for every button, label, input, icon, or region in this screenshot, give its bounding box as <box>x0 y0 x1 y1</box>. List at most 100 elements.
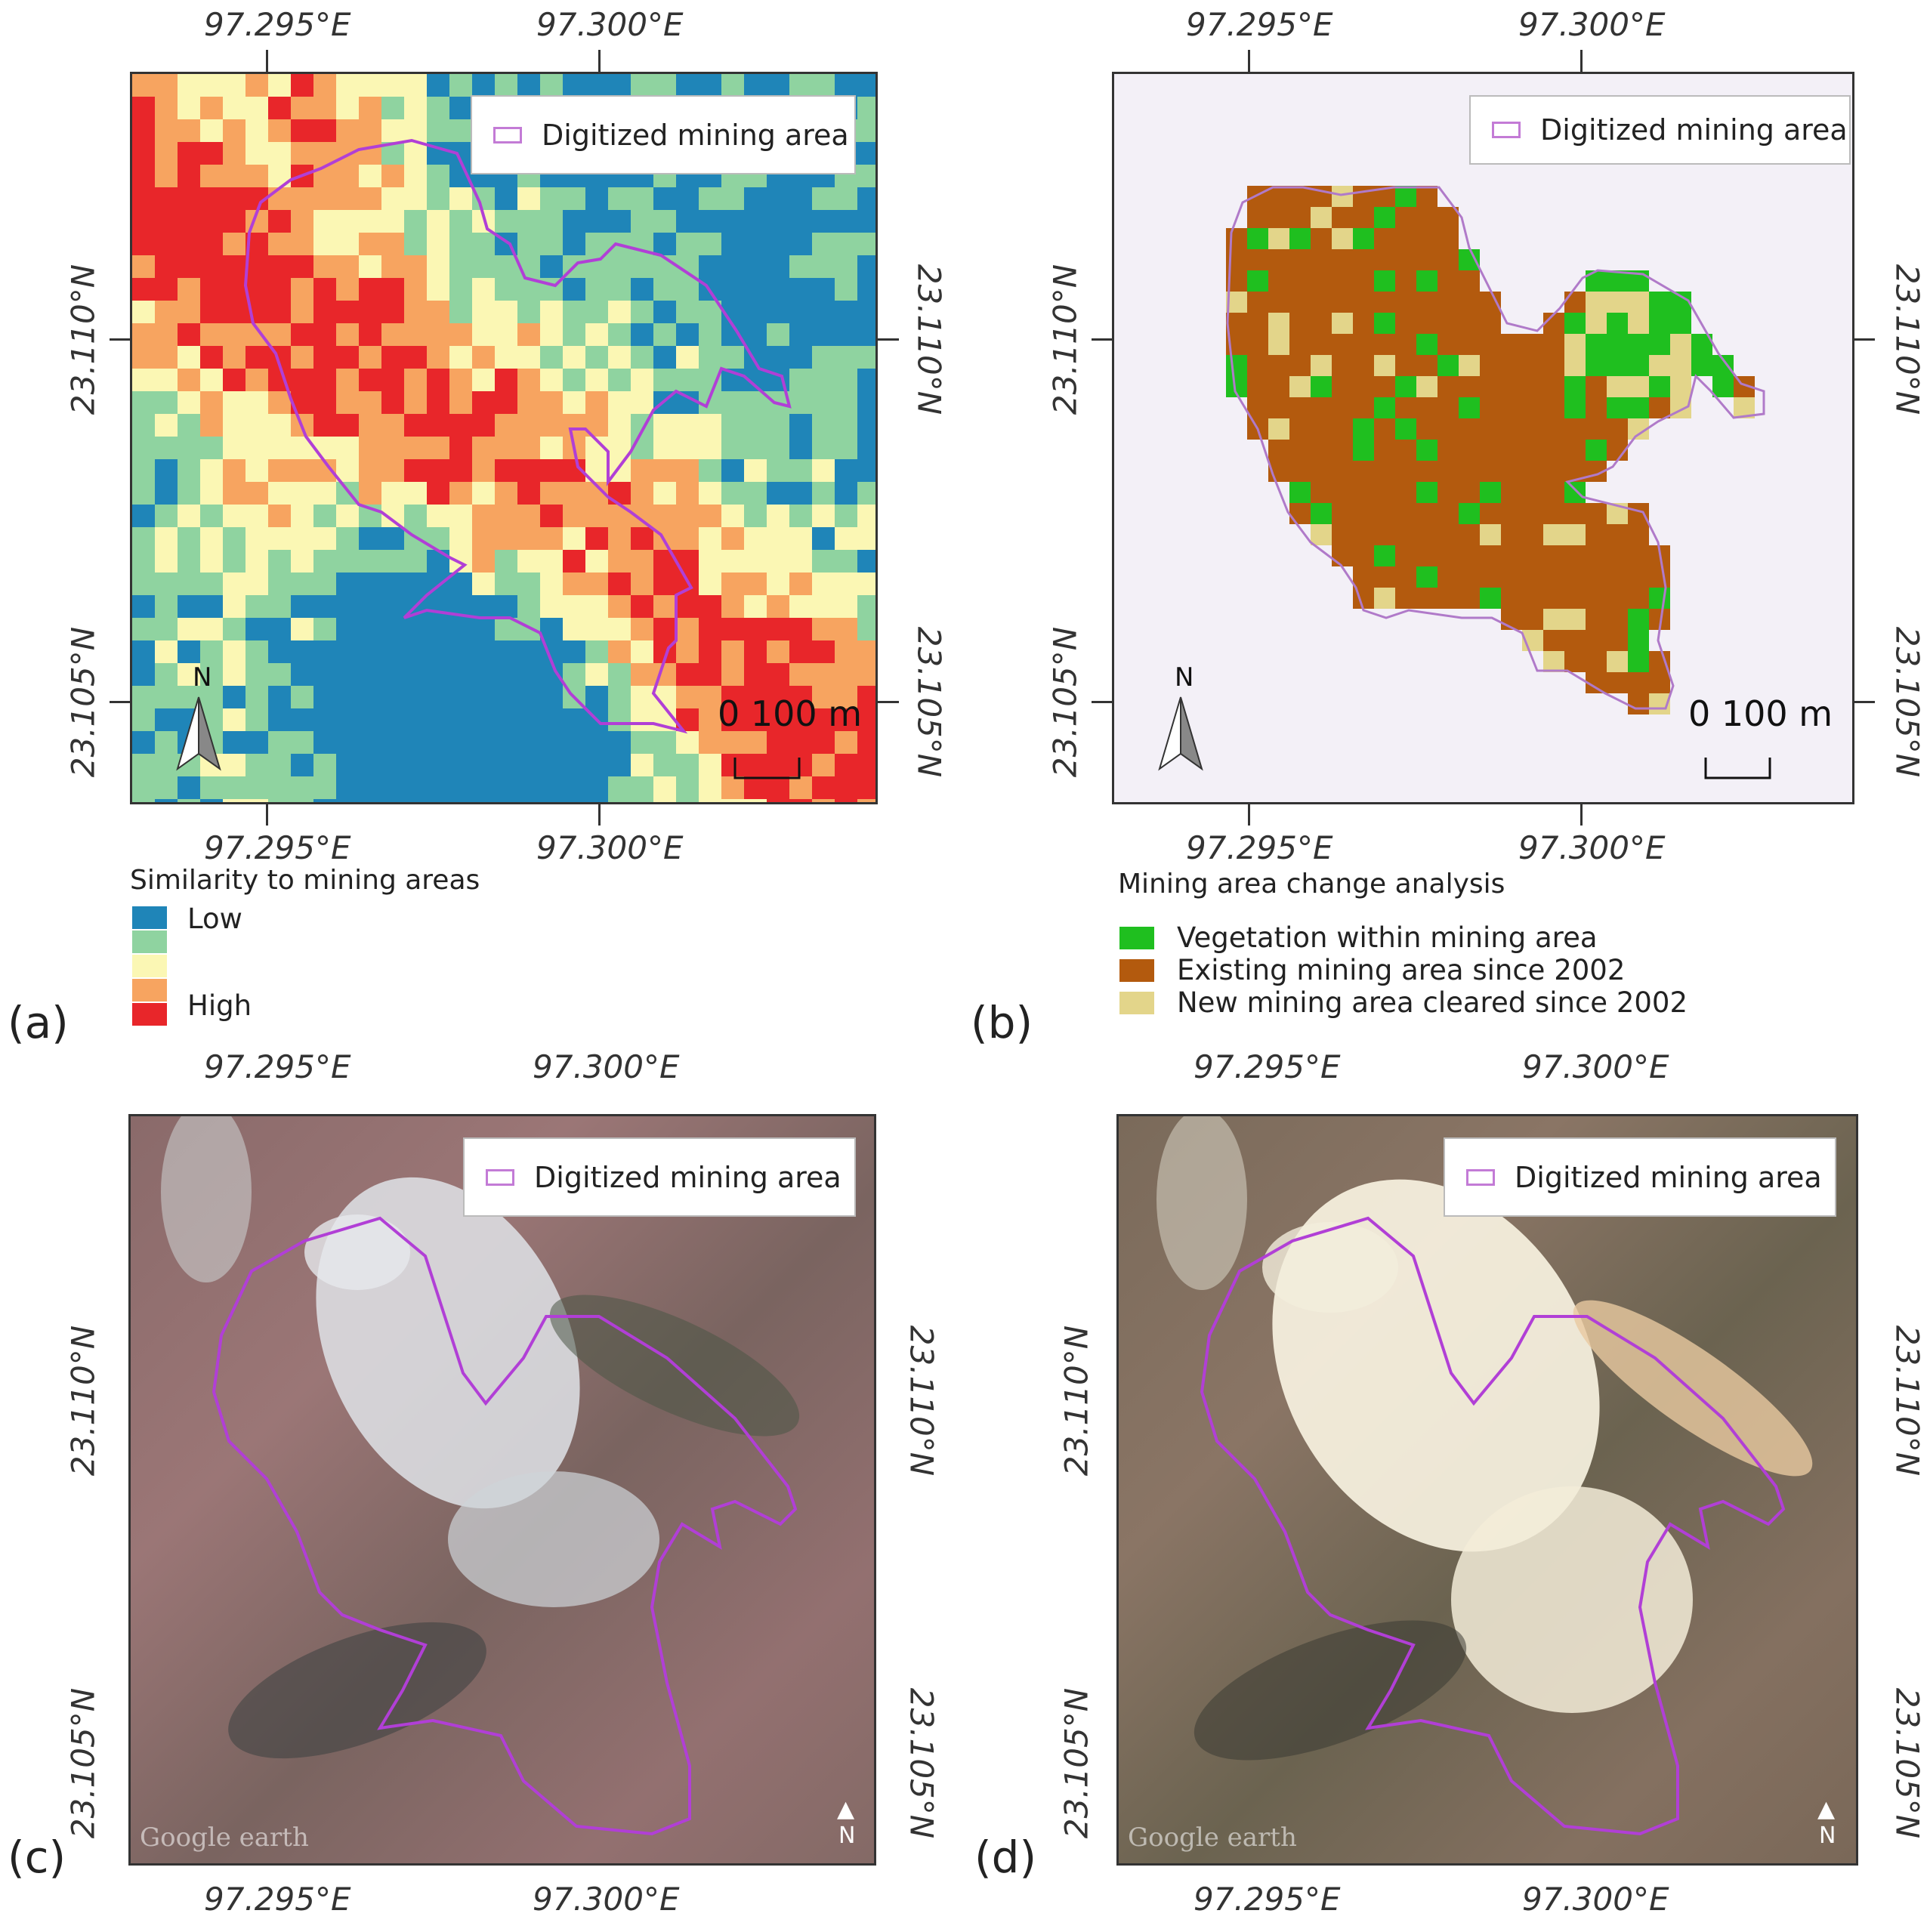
similarity-cell <box>449 255 472 278</box>
similarity-cell <box>359 799 381 802</box>
change-cell <box>1374 503 1395 524</box>
similarity-cell <box>359 708 381 731</box>
similarity-cell <box>857 278 875 301</box>
change-cell <box>1416 566 1437 588</box>
change-cell <box>1416 355 1437 376</box>
similarity-cell <box>381 210 404 233</box>
north-arrow-icon: ▲ <box>837 1796 855 1822</box>
similarity-cell <box>359 640 381 663</box>
change-cell <box>1353 524 1374 545</box>
right-lat-label-2: 23.105°N <box>903 1687 940 1839</box>
similarity-cell <box>359 323 381 346</box>
change-cell <box>1416 545 1437 566</box>
similarity-cell <box>835 708 857 731</box>
similarity-cell <box>313 233 336 255</box>
similarity-cell <box>857 210 875 233</box>
change-cell <box>1247 228 1268 249</box>
similarity-cell <box>336 708 359 731</box>
similarity-cell <box>404 391 427 414</box>
similarity-cell <box>268 550 291 573</box>
similarity-cell <box>132 210 155 233</box>
similarity-cell <box>789 459 812 482</box>
similarity-cell <box>495 708 517 731</box>
similarity-cell <box>427 459 449 482</box>
change-cell <box>1289 270 1311 292</box>
similarity-cell <box>381 573 404 595</box>
similarity-cell <box>359 459 381 482</box>
similarity-cell <box>585 776 608 799</box>
similarity-cell <box>200 437 223 459</box>
change-cell <box>1522 609 1543 630</box>
similarity-cell <box>336 119 359 142</box>
similarity-cell <box>472 323 495 346</box>
similarity-cell <box>132 573 155 595</box>
similarity-cell <box>631 663 653 686</box>
change-cell <box>1459 355 1480 376</box>
similarity-cell <box>495 686 517 708</box>
similarity-cell <box>540 731 563 754</box>
similarity-cell <box>857 437 875 459</box>
change-cell <box>1522 418 1543 440</box>
change-cell <box>1311 397 1332 418</box>
similarity-cell <box>563 414 585 437</box>
similarity-cell <box>291 595 313 618</box>
similarity-cell <box>857 187 875 210</box>
similarity-cell <box>291 369 313 391</box>
change-cell <box>1374 440 1395 461</box>
similarity-cell <box>721 414 744 437</box>
similarity-cell <box>540 550 563 573</box>
similarity-cell <box>200 459 223 482</box>
similarity-cell <box>291 233 313 255</box>
change-cell <box>1437 588 1459 609</box>
similarity-cell <box>563 346 585 369</box>
similarity-cell <box>721 255 744 278</box>
similarity-cell <box>835 527 857 550</box>
similarity-cell <box>245 754 268 776</box>
similarity-cell <box>359 663 381 686</box>
similarity-cell <box>178 573 200 595</box>
similarity-cell <box>857 233 875 255</box>
legend-swatch-4 <box>132 979 167 1001</box>
similarity-cell <box>291 640 313 663</box>
similarity-cell <box>155 505 178 527</box>
similarity-cell <box>835 595 857 618</box>
legend-item-existing: Existing mining area since 2002 <box>1119 954 1625 986</box>
change-cell <box>1332 334 1353 355</box>
similarity-cell <box>585 74 608 97</box>
change-cell <box>1649 672 1670 693</box>
change-cell <box>1268 292 1289 313</box>
similarity-cell <box>223 663 245 686</box>
similarity-cell <box>563 618 585 640</box>
change-cell <box>1353 228 1374 249</box>
similarity-cell <box>699 346 721 369</box>
similarity-cell <box>291 618 313 640</box>
change-cell <box>1607 630 1628 651</box>
similarity-cell <box>744 505 767 527</box>
similarity-cell <box>812 255 835 278</box>
similarity-cell <box>313 301 336 323</box>
similarity-cell <box>744 595 767 618</box>
similarity-cell <box>857 142 875 165</box>
similarity-cell <box>178 663 200 686</box>
change-cell <box>1480 355 1501 376</box>
similarity-cell <box>245 663 268 686</box>
similarity-cell <box>563 233 585 255</box>
similarity-cell <box>404 414 427 437</box>
similarity-cell <box>699 595 721 618</box>
change-cell <box>1543 461 1564 482</box>
outline-swatch <box>1492 122 1521 138</box>
change-cell <box>1564 588 1586 609</box>
similarity-cell <box>540 255 563 278</box>
bottom-lon-label-2: 97.300°E <box>1518 829 1666 866</box>
similarity-cell <box>268 142 291 165</box>
similarity-cell <box>132 663 155 686</box>
mining-area-outline <box>212 1216 798 1836</box>
change-cell <box>1395 228 1416 249</box>
change-cell <box>1332 249 1353 270</box>
similarity-cell <box>427 233 449 255</box>
change-cell <box>1522 545 1543 566</box>
change-cell <box>1670 355 1691 376</box>
similarity-cell <box>744 708 767 731</box>
change-cell <box>1586 440 1607 461</box>
similarity-cell <box>744 210 767 233</box>
